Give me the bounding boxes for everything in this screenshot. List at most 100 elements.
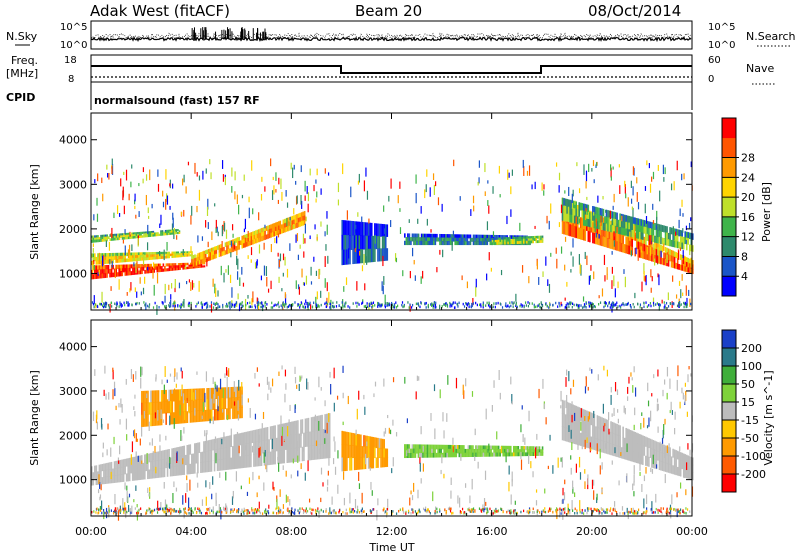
scatter-cell (319, 415, 322, 431)
scatter-cell (108, 392, 110, 400)
scatter-cell (675, 294, 678, 299)
scatter-cell (355, 457, 358, 470)
scatter-cell (172, 448, 175, 458)
scatter-cell (194, 453, 196, 464)
scatter-cell (225, 436, 228, 448)
scatter-cell (675, 241, 677, 248)
scatter-cell (259, 446, 261, 456)
scatter-cell (663, 243, 665, 251)
scatter-cell (144, 263, 146, 268)
scatter-cell (202, 170, 204, 180)
scatter-cell (363, 446, 365, 459)
scatter-cell (179, 389, 181, 402)
scatter-cell (455, 377, 458, 389)
scatter-cell (266, 427, 269, 441)
scatter-cell (91, 237, 93, 241)
scatter-cell (504, 304, 507, 308)
scatter-cell (218, 387, 221, 399)
scatter-cell (200, 399, 202, 411)
scatter-cell (508, 445, 511, 450)
scatter-cell (450, 490, 452, 499)
scatter-cell (98, 474, 100, 484)
scatter-cell (189, 444, 192, 455)
scatter-cell (195, 452, 198, 464)
scatter-cell (241, 243, 244, 249)
scatter-cell (667, 463, 670, 473)
scatter-cell (650, 235, 652, 245)
scatter-cell (681, 460, 683, 470)
scatter-cell (442, 237, 444, 242)
scatter-cell (458, 237, 461, 242)
scatter-cell (145, 263, 148, 268)
scatter-cell (426, 218, 428, 226)
scatter-cell (102, 193, 104, 202)
scatter-cell (247, 255, 249, 259)
station-title: Adak West (fitACF) (90, 2, 230, 20)
scatter-cell (616, 223, 618, 234)
scatter-cell (302, 282, 305, 286)
scatter-cell (453, 448, 456, 454)
scatter-cell (377, 447, 379, 459)
scatter-cell (175, 229, 178, 232)
scatter-cell (613, 407, 615, 416)
scatter-cell (254, 453, 257, 467)
scatter-cell (125, 301, 128, 304)
scatter-cell (613, 304, 615, 307)
scatter-cell (463, 241, 466, 246)
scatter-cell (534, 447, 537, 459)
scatter-cell (215, 453, 217, 464)
scatter-cell (144, 390, 146, 404)
scatter-cell (261, 176, 263, 182)
scatter-cell (179, 253, 181, 256)
scatter-cell (518, 236, 520, 240)
scatter-cell (490, 452, 492, 457)
scatter-cell (603, 305, 605, 309)
scatter-cell (511, 452, 514, 457)
scatter-cell (164, 305, 166, 308)
scatter-cell (586, 410, 588, 424)
scatter-cell (679, 208, 681, 217)
scatter-cell (325, 305, 328, 309)
scatter-cell (411, 303, 414, 307)
scatter-cell (631, 238, 634, 248)
scatter-cell (625, 448, 627, 460)
scatter-cell (529, 240, 531, 244)
scatter-cell (95, 256, 98, 262)
scatter-cell (596, 443, 598, 455)
scatter-cell (497, 239, 500, 243)
scatter-cell (414, 444, 417, 450)
scatter-cell (684, 301, 686, 305)
scatter-cell (510, 376, 512, 385)
scatter-cell (478, 452, 480, 457)
scatter-cell (611, 421, 614, 434)
scatter-cell (342, 421, 344, 426)
scatter-cell (117, 233, 119, 237)
scatter-cell (104, 476, 107, 484)
scatter-cell (148, 269, 151, 274)
scatter-cell (585, 302, 587, 305)
scatter-cell (172, 457, 175, 467)
scatter-cell (459, 196, 461, 201)
scatter-cell (111, 305, 113, 308)
scatter-cell (570, 214, 573, 223)
scatter-cell (301, 375, 303, 379)
scatter-cell (628, 429, 631, 441)
scatter-cell (273, 185, 275, 195)
scatter-cell (128, 473, 131, 482)
scatter-cell (386, 448, 389, 459)
scatter-cell (264, 224, 266, 229)
scatter-cell (558, 185, 560, 193)
scatter-cell (295, 434, 298, 449)
scatter-cell (197, 410, 199, 423)
scatter-cell (522, 452, 524, 457)
scatter-cell (685, 240, 687, 245)
scatter-cell (174, 456, 176, 467)
scatter-cell (647, 400, 650, 407)
scatter-cell (117, 235, 119, 239)
scatter-cell (100, 418, 103, 428)
scatter-cell (271, 451, 273, 465)
scatter-cell (557, 457, 559, 468)
scatter-cell (563, 400, 565, 415)
scatter-cell (515, 241, 517, 245)
scatter-cell (429, 444, 432, 450)
